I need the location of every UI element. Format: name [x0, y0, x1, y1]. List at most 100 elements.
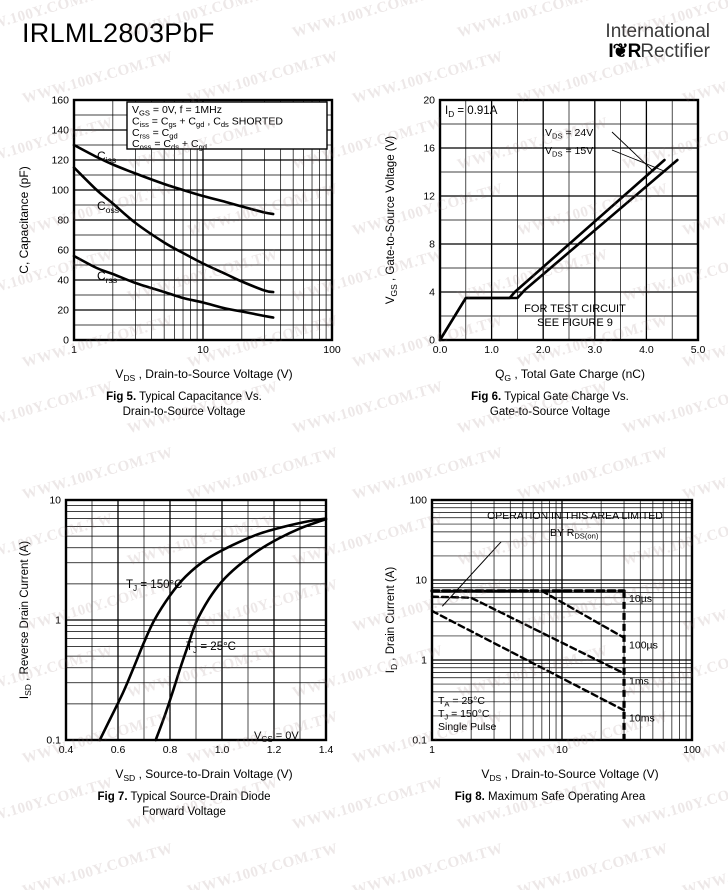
svg-text:0.4: 0.4 [59, 744, 74, 756]
svg-text:2.0: 2.0 [536, 344, 551, 356]
figure-7-caption: Fig 7. Typical Source-Drain Diode Forwar… [14, 790, 354, 820]
svg-text:VDS = 24V: VDS = 24V [545, 127, 593, 141]
svg-text:1.4: 1.4 [319, 744, 334, 756]
conditions-box [126, 101, 328, 150]
svg-text:0.1: 0.1 [412, 735, 427, 747]
svg-text:12: 12 [423, 191, 435, 203]
svg-text:10: 10 [49, 495, 61, 507]
svg-text:80: 80 [57, 215, 69, 227]
y-axis-title: VGS , Gate-to-Source Voltage (V) [385, 136, 399, 304]
svg-text:Crss = Cgd: Crss = Cgd [132, 127, 178, 141]
svg-text:1.2: 1.2 [267, 744, 282, 756]
watermark-text: WWW.100Y.COM.TW [680, 840, 728, 890]
svg-text:0: 0 [429, 335, 435, 347]
figure-8-chart: 1 10 100 0.1 1 10 100 OPERATION IN THIS AREA LI… [380, 488, 720, 788]
y-axis-title: ID , Drain Current (A) [385, 567, 399, 674]
pulse-label: 10µs [629, 593, 652, 605]
svg-text:1: 1 [429, 744, 435, 756]
svg-text:60: 60 [57, 245, 69, 257]
svg-text:10: 10 [556, 744, 568, 756]
figure-5-caption-label: Fig 5. [106, 391, 137, 403]
svg-text:OPERATION IN THIS AREA LIMITED: OPERATION IN THIS AREA LIMITED [487, 510, 663, 522]
figure-5-chart: 1 10 100 0 20 40 60 80 100 120 140 160 VGS = 0V, f =… [14, 88, 354, 388]
svg-text:TA = 25°C: TA = 25°C [438, 695, 485, 709]
figure-8-caption-line1: Maximum Safe Operating Area [487, 791, 646, 803]
svg-text:Single Pulse: Single Pulse [438, 721, 497, 733]
figure-7-caption-line1: Typical Source-Drain Diode [130, 791, 271, 803]
logo-line1: International [605, 21, 710, 42]
page-header: IRLML2803PbF International I❦RRectifier [0, 0, 728, 78]
figure-6-chart: 0.0 1.0 2.0 3.0 4.0 5.0 0 4 8 12 16 20 ID = 0.91A VDS… [380, 88, 720, 388]
pulse-label: 1ms [629, 675, 649, 687]
diode-forward-chart: 0.4 0.6 0.8 1.0 1.2 1.4 0.1 1 10 TJ = 150°C TJ = 2… [19, 495, 334, 784]
figure-7: 0.4 0.6 0.8 1.0 1.2 1.4 0.1 1 10 TJ = 150°C TJ = 2… [14, 488, 354, 820]
figure-7-caption-line2: Forward Voltage [142, 806, 226, 818]
svg-text:120: 120 [51, 155, 69, 167]
svg-text:FOR TEST CIRCUIT: FOR TEST CIRCUIT [524, 303, 626, 315]
svg-text:160: 160 [51, 95, 69, 107]
svg-text:16: 16 [423, 143, 435, 155]
figure-8-caption: Fig 8. Maximum Safe Operating Area [380, 790, 720, 805]
svg-text:1: 1 [71, 344, 77, 356]
figure-8-caption-label: Fig 8. [454, 791, 485, 803]
figure-6-caption-line2: Gate-to-Source Voltage [489, 406, 611, 418]
svg-text:100: 100 [409, 495, 427, 507]
figure-7-caption-label: Fig 7. [97, 791, 128, 803]
svg-text:10: 10 [197, 344, 209, 356]
figure-6: 0.0 1.0 2.0 3.0 4.0 5.0 0 4 8 12 16 20 ID = 0.91A VDS… [380, 88, 720, 420]
svg-text:0.0: 0.0 [433, 344, 448, 356]
svg-text:100: 100 [323, 344, 341, 356]
watermark-text: WWW.100Y.COM.TW [515, 840, 671, 890]
figure-6-caption-line1: Typical Gate Charge Vs. [504, 391, 629, 403]
logo-rectifier-text: Rectifier [640, 40, 710, 62]
svg-text:8: 8 [429, 239, 435, 251]
svg-text:10: 10 [415, 575, 427, 587]
y-axis-title: ISD , Reverse Drain Current (A) [19, 541, 33, 699]
svg-text:20: 20 [57, 305, 69, 317]
svg-text:VGS = 0V: VGS = 0V [254, 730, 299, 744]
gate-charge-chart: 0.0 1.0 2.0 3.0 4.0 5.0 0 4 8 12 16 20 ID = 0.91A VDS… [385, 95, 706, 384]
svg-text:5.0: 5.0 [691, 344, 706, 356]
svg-text:TJ = 25°C: TJ = 25°C [186, 641, 236, 655]
watermark-text: WWW.100Y.COM.TW [350, 840, 506, 890]
figure-6-caption-label: Fig 6. [471, 391, 502, 403]
figure-8: 1 10 100 0.1 1 10 100 OPERATION IN THIS AREA LI… [380, 488, 720, 805]
watermark-text: WWW.100Y.COM.TW [185, 840, 341, 890]
svg-text:VGS = 0V, f = 1MHz: VGS = 0V, f = 1MHz [132, 104, 222, 118]
figure-5: 1 10 100 0 20 40 60 80 100 120 140 160 VGS = 0V, f =… [14, 88, 354, 420]
figure-5-caption: Fig 5. Typical Capacitance Vs. Drain-to-… [14, 390, 354, 420]
svg-text:3.0: 3.0 [587, 344, 602, 356]
svg-text:VSD , Source-to-Drain Voltage: VSD , Source-to-Drain Voltage (V) [115, 767, 292, 783]
svg-text:40: 40 [57, 275, 69, 287]
svg-text:Coss: Coss [97, 199, 119, 215]
svg-text:100: 100 [683, 744, 701, 756]
figure-7-chart: 0.4 0.6 0.8 1.0 1.2 1.4 0.1 1 10 TJ = 150°C TJ = 2… [14, 488, 354, 788]
tick-labels: 1 10 100 0 20 40 60 80 100 120 140 160 [51, 95, 340, 357]
svg-text:Ciss: Ciss [97, 149, 116, 165]
svg-text:VDS , Drain-to-Source Voltage: VDS , Drain-to-Source Voltage (V) [481, 767, 658, 783]
svg-text:1: 1 [421, 655, 427, 667]
svg-text:1.0: 1.0 [215, 744, 230, 756]
svg-text:QG , Total Gate Charge (nC): QG , Total Gate Charge (nC) [495, 367, 645, 383]
y-axis-title: C, Capacitance (pF) [17, 166, 31, 273]
logo-line2: I❦RRectifier [605, 40, 710, 62]
svg-text:4.0: 4.0 [639, 344, 654, 356]
svg-text:0.1: 0.1 [46, 735, 61, 747]
figure-5-caption-line1: Typical Capacitance Vs. [139, 391, 262, 403]
svg-text:4: 4 [429, 287, 435, 299]
svg-text:100: 100 [51, 185, 69, 197]
svg-text:140: 140 [51, 125, 69, 137]
watermark-text: WWW.100Y.COM.TW [20, 840, 176, 890]
ir-mark-icon: I❦R [608, 40, 641, 62]
company-logo: International I❦RRectifier [605, 22, 710, 62]
svg-text:Coss = Cds + Cgd: Coss = Cds + Cgd [132, 138, 207, 152]
pulse-label: 10ms [629, 712, 655, 724]
svg-text:0: 0 [63, 335, 69, 347]
figure-6-caption: Fig 6. Typical Gate Charge Vs. Gate-to-S… [380, 390, 720, 420]
svg-text:0.6: 0.6 [111, 744, 126, 756]
svg-text:Ciss = Cgs + Cgd , Cds SHORTE: Ciss = Cgs + Cgd , Cds SHORTED [132, 116, 283, 130]
svg-text:ID = 0.91A: ID = 0.91A [445, 105, 498, 119]
pulse-label: 100µs [629, 640, 658, 652]
